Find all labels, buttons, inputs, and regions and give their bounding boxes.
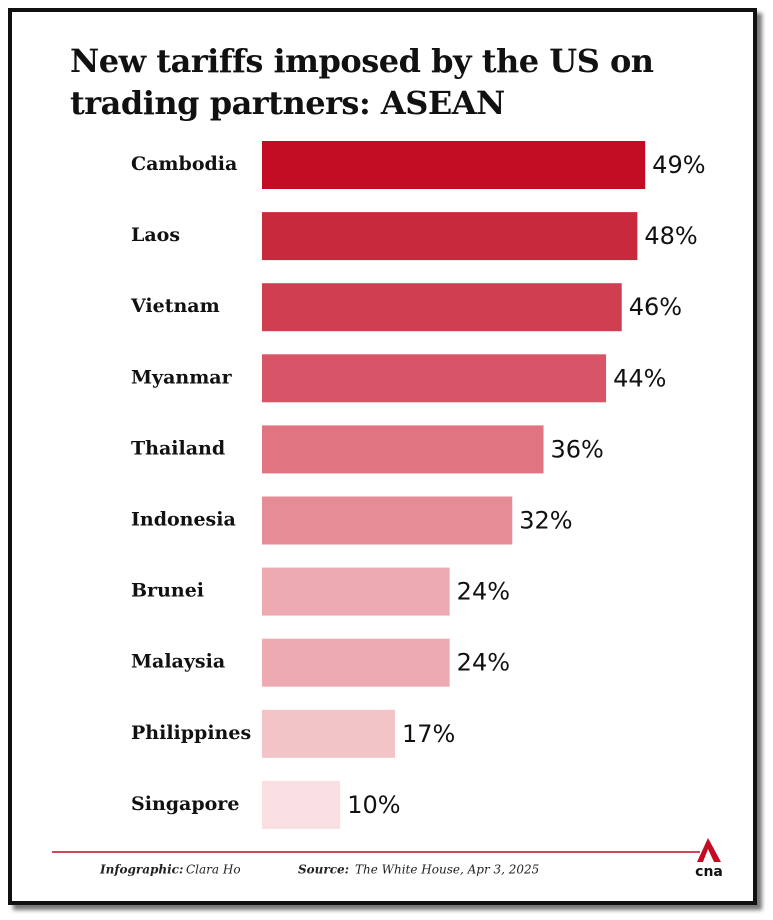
- infographic-label: Infographic:: [99, 863, 183, 877]
- bar: [262, 283, 622, 332]
- bar: [262, 141, 646, 189]
- category-label: Malaysia: [131, 651, 225, 673]
- source: The White House, Apr 3, 2025: [355, 863, 539, 877]
- value-label: 32%: [519, 507, 572, 535]
- bar: [262, 354, 607, 403]
- bar: [262, 212, 638, 261]
- value-label: 24%: [457, 649, 510, 677]
- bar: [262, 780, 341, 829]
- value-label: 49%: [652, 151, 705, 179]
- category-label: Thailand: [131, 437, 225, 459]
- source-label: Source:: [298, 863, 349, 877]
- value-label: 36%: [551, 435, 604, 463]
- value-label: 48%: [644, 222, 697, 250]
- value-label: 10%: [347, 791, 400, 819]
- bar: [262, 709, 395, 758]
- infographic-credit: Clara Ho: [186, 863, 241, 877]
- category-label: Vietnam: [130, 295, 220, 317]
- chart-title: New tariffs imposed by the US on trading…: [70, 42, 654, 122]
- category-label: Laos: [131, 224, 180, 246]
- value-label: 17%: [402, 720, 455, 748]
- category-label: Brunei: [131, 580, 204, 602]
- value-label: 46%: [629, 293, 682, 321]
- bar: [262, 496, 513, 545]
- category-label: Philippines: [131, 722, 251, 744]
- bar: [262, 638, 450, 687]
- value-label: 44%: [613, 364, 666, 392]
- logo-mark: [697, 838, 721, 862]
- bar: [262, 425, 544, 474]
- bar: [262, 567, 450, 616]
- category-label: Myanmar: [131, 366, 233, 388]
- logo: cna: [695, 864, 723, 880]
- category-label: Singapore: [131, 793, 239, 815]
- category-label: Indonesia: [131, 509, 236, 531]
- category-label: Cambodia: [131, 153, 237, 175]
- value-label: 24%: [457, 578, 510, 606]
